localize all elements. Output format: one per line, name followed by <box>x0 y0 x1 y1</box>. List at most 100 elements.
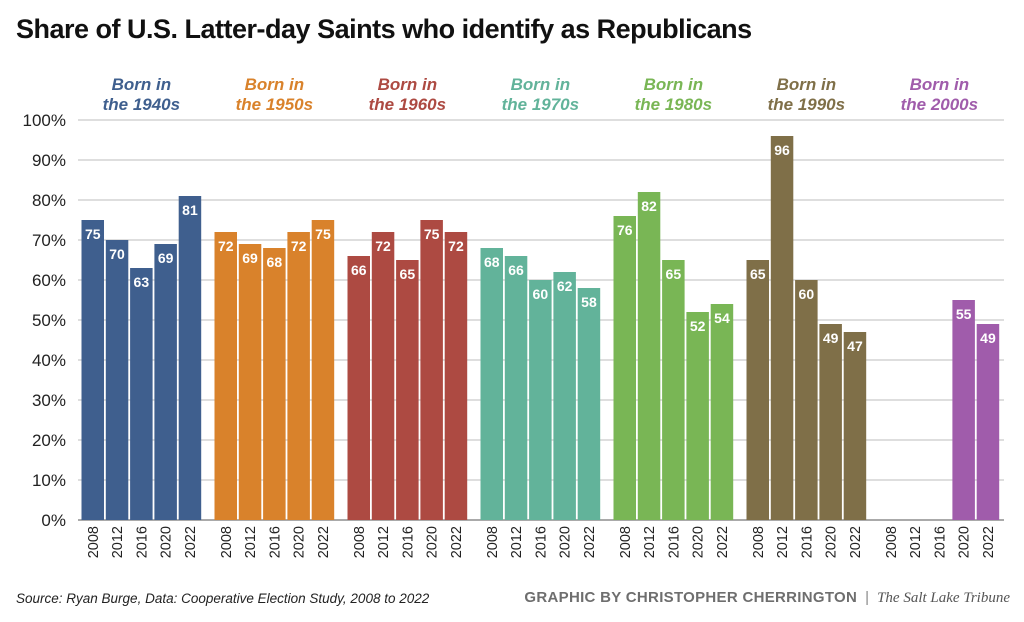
x-tick-label: 2012 <box>509 526 525 558</box>
y-tick-label: 70% <box>32 231 66 250</box>
credit-line: GRAPHIC BY CHRISTOPHER CHERRINGTON | The… <box>524 589 1010 607</box>
bar <box>976 324 1000 520</box>
bar <box>371 232 395 520</box>
data-label: 96 <box>774 142 790 158</box>
x-tick-label: 2008 <box>219 526 235 558</box>
bar <box>710 304 734 520</box>
data-label: 63 <box>134 274 150 290</box>
y-axis-ticks: 0% 10% 20% 30% 40% 50% 60% 70% 80% 90% 100% <box>23 111 66 530</box>
data-label: 68 <box>484 254 500 270</box>
group-label-line1: Born in <box>777 75 837 94</box>
credit-author: GRAPHIC BY CHRISTOPHER CHERRINGTON <box>524 589 858 606</box>
y-tick-label: 20% <box>32 431 66 450</box>
y-tick-label: 50% <box>32 311 66 330</box>
data-label: 82 <box>641 198 657 214</box>
x-tick-label: 2020 <box>691 526 707 558</box>
data-label: 62 <box>557 278 573 294</box>
x-tick-label: 2016 <box>533 526 549 558</box>
group-label-line2: the 1980s <box>635 95 713 114</box>
group-label-line1: Born in <box>511 75 571 94</box>
bar <box>746 260 769 520</box>
x-tick-label: 2020 <box>292 526 308 558</box>
x-axis-ticks: 2008 2012 2016 2020 2022 2008 2012 2016 2020 2022… <box>86 526 997 558</box>
data-label: 72 <box>218 238 234 254</box>
x-tick-label: 2016 <box>666 526 682 558</box>
x-tick-label: 2016 <box>799 526 815 558</box>
x-tick-label: 2016 <box>267 526 283 558</box>
data-label: 49 <box>980 330 996 346</box>
bar <box>577 288 601 520</box>
bar <box>287 232 310 520</box>
group-label-line1: Born in <box>378 75 438 94</box>
data-label: 65 <box>666 266 682 282</box>
x-tick-label: 2022 <box>715 526 731 558</box>
data-label: 54 <box>714 310 730 326</box>
group-label-line1: Born in <box>910 75 970 94</box>
bar <box>795 280 818 520</box>
group-label-line2: the 1940s <box>103 95 181 114</box>
data-label: 60 <box>533 286 549 302</box>
x-tick-label: 2020 <box>425 526 441 558</box>
data-label: 76 <box>617 222 633 238</box>
chart-title: Share of U.S. Latter-day Saints who iden… <box>16 14 752 44</box>
data-label: 75 <box>315 226 331 242</box>
data-label: 72 <box>448 238 464 254</box>
group-label-line2: the 1970s <box>502 95 580 114</box>
bars: 75 70 63 69 81 72 69 68 72 75 66 72 65 75 72 68 66 60 62 58… <box>81 136 1000 520</box>
y-tick-label: 30% <box>32 391 66 410</box>
group-label-line2: the 2000s <box>901 95 979 114</box>
x-tick-label: 2022 <box>449 526 465 558</box>
group-label-line1: Born in <box>644 75 704 94</box>
data-label: 65 <box>750 266 766 282</box>
data-label: 55 <box>956 306 972 322</box>
x-tick-label: 2012 <box>908 526 924 558</box>
x-tick-label: 2022 <box>981 526 997 558</box>
bar <box>105 240 129 520</box>
data-label: 72 <box>375 238 391 254</box>
bar <box>553 272 576 520</box>
bar <box>178 196 202 520</box>
x-tick-label: 2012 <box>243 526 259 558</box>
y-tick-label: 100% <box>23 111 66 130</box>
bar <box>529 280 552 520</box>
bar <box>686 312 709 520</box>
x-tick-label: 2008 <box>618 526 634 558</box>
x-tick-label: 2012 <box>642 526 658 558</box>
bar <box>263 248 286 520</box>
y-tick-label: 80% <box>32 191 66 210</box>
bar <box>662 260 685 520</box>
y-tick-label: 40% <box>32 351 66 370</box>
data-label: 60 <box>799 286 815 302</box>
group-label-line2: the 1950s <box>236 95 314 114</box>
data-label: 66 <box>351 262 367 278</box>
bar <box>81 220 104 520</box>
credit-separator: | <box>865 589 870 606</box>
x-tick-label: 2016 <box>400 526 416 558</box>
x-tick-label: 2022 <box>582 526 598 558</box>
bar <box>214 232 237 520</box>
group-label-line1: Born in <box>245 75 305 94</box>
x-tick-label: 2020 <box>824 526 840 558</box>
x-tick-label: 2012 <box>775 526 791 558</box>
x-tick-label: 2008 <box>352 526 368 558</box>
bar <box>444 232 468 520</box>
bar <box>480 248 503 520</box>
x-tick-label: 2020 <box>558 526 574 558</box>
x-tick-label: 2022 <box>316 526 332 558</box>
x-tick-label: 2022 <box>183 526 199 558</box>
y-tick-label: 90% <box>32 151 66 170</box>
data-label: 47 <box>847 338 863 354</box>
x-tick-label: 2022 <box>848 526 864 558</box>
bar <box>311 220 335 520</box>
data-label: 70 <box>109 246 125 262</box>
bar <box>637 192 661 520</box>
bar <box>347 256 370 520</box>
y-tick-label: 0% <box>41 511 66 530</box>
data-label: 52 <box>690 318 706 334</box>
bar <box>238 244 262 520</box>
credit-publication: The Salt Lake Tribune <box>877 590 1010 606</box>
x-tick-label: 2008 <box>884 526 900 558</box>
data-label: 81 <box>182 202 198 218</box>
